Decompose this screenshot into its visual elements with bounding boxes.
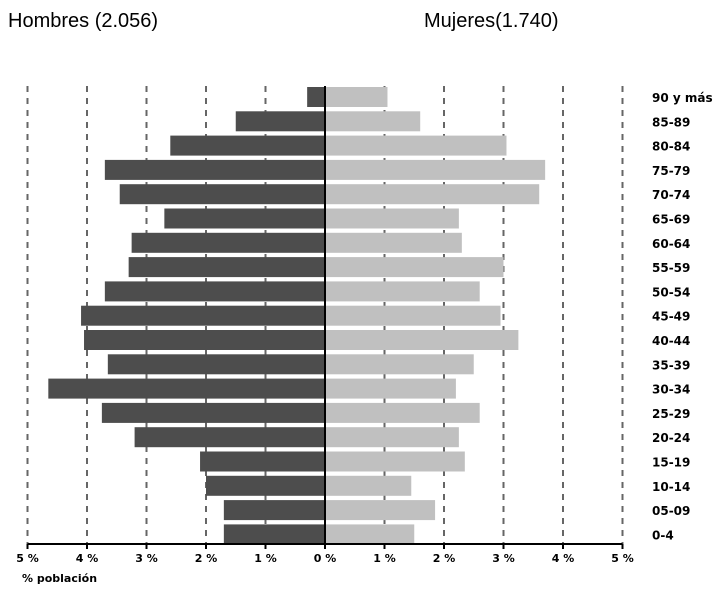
bar-men xyxy=(200,451,325,472)
bar-men xyxy=(134,427,325,448)
bar-men xyxy=(104,281,325,302)
x-tick-label: 1 % xyxy=(254,552,277,565)
bar-women xyxy=(325,257,504,278)
x-tick-label: 0 % xyxy=(314,552,337,565)
category-label: 85-89 xyxy=(652,115,690,129)
category-label: 80-84 xyxy=(652,140,690,154)
bar-women xyxy=(325,378,456,399)
category-label: 65-69 xyxy=(652,213,690,227)
bar-women xyxy=(325,330,519,350)
bar-women xyxy=(325,184,540,205)
category-label: 15-19 xyxy=(652,456,690,470)
bar-men xyxy=(223,500,325,521)
bar-women xyxy=(325,524,415,545)
x-tick-label: 4 % xyxy=(552,552,575,565)
bar-men xyxy=(170,135,325,156)
bar-men xyxy=(131,232,325,253)
x-tick-label: 3 % xyxy=(492,552,515,565)
bar-women xyxy=(325,305,501,326)
category-label: 0-4 xyxy=(652,528,674,542)
x-axis-label: % población xyxy=(22,572,97,585)
category-label: 70-74 xyxy=(652,188,690,202)
bar-women xyxy=(325,159,546,180)
category-label: 40-44 xyxy=(652,334,690,348)
bar-men xyxy=(307,87,325,107)
category-label: 45-49 xyxy=(652,310,690,324)
bar-men xyxy=(107,354,325,375)
category-label: 35-39 xyxy=(652,358,690,372)
bar-women xyxy=(325,402,480,423)
bar-women xyxy=(325,135,507,156)
category-label: 30-34 xyxy=(652,383,690,397)
bar-women xyxy=(325,232,462,253)
bar-men xyxy=(206,475,325,496)
category-label: 10-14 xyxy=(652,480,690,494)
bar-women xyxy=(325,354,474,375)
x-tick-label: 2 % xyxy=(433,552,456,565)
x-tick-label: 2 % xyxy=(195,552,218,565)
bar-women xyxy=(325,427,459,448)
bar-men xyxy=(164,208,325,229)
bar-women xyxy=(325,451,465,472)
title-men: Hombres (2.056) xyxy=(8,10,159,32)
category-label: 50-54 xyxy=(652,285,690,299)
bar-men xyxy=(81,305,325,326)
bar-men xyxy=(223,524,325,545)
x-tick-label: 1 % xyxy=(373,552,396,565)
category-label: 20-24 xyxy=(652,431,690,445)
bar-men xyxy=(48,378,325,399)
bar-men xyxy=(84,330,326,350)
bar-men xyxy=(119,184,325,205)
category-label: 75-79 xyxy=(652,164,690,178)
x-tick-label: 5 % xyxy=(611,552,634,565)
bar-women xyxy=(325,111,421,132)
title-women: Mujeres(1.740) xyxy=(424,10,559,32)
bar-women xyxy=(325,281,480,302)
bar-men xyxy=(128,257,325,278)
bar-women xyxy=(325,208,459,229)
bar-men xyxy=(101,402,325,423)
category-label: 25-29 xyxy=(652,407,690,421)
category-label: 05-09 xyxy=(652,504,690,518)
bar-women xyxy=(325,475,412,496)
bar-women xyxy=(325,87,388,107)
category-label: 60-64 xyxy=(652,237,690,251)
x-tick-label: 5 % xyxy=(16,552,39,565)
bar-men xyxy=(235,111,325,132)
x-tick-label: 4 % xyxy=(76,552,99,565)
bar-women xyxy=(325,500,436,521)
bar-men xyxy=(104,159,325,180)
category-label: 55-59 xyxy=(652,261,690,275)
x-tick-label: 3 % xyxy=(135,552,158,565)
category-label: 90 y más xyxy=(652,91,713,105)
